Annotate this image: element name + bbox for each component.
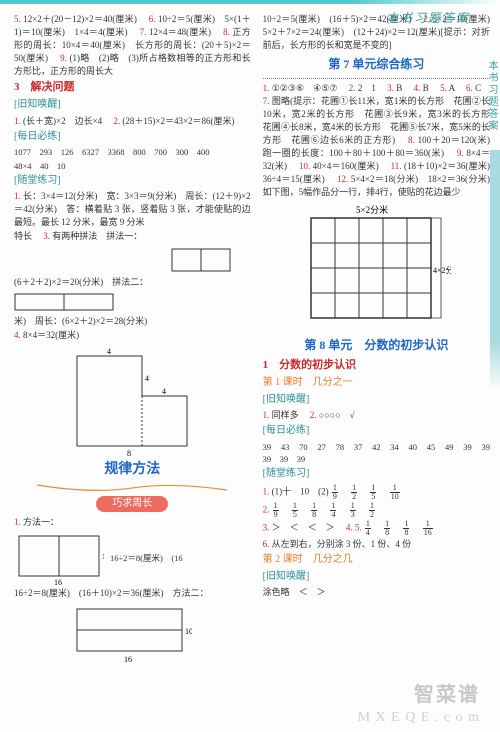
- figure-grid: 5×2分米 4×2分米: [263, 203, 490, 333]
- text: 6. 从左到右，分别涂 3 份、1 份、4 份: [263, 538, 490, 551]
- svg-text:4: 4: [162, 387, 166, 396]
- text: 16÷2＝8(厘米) (16＋10)×2＝36(厘米) 方法二：: [14, 587, 251, 600]
- side-tab: 本书习题答案: [484, 60, 498, 132]
- right-column: 10÷2＝5(厘米) (16＋5)×2＝42(厘米) 2. 5×2＝10(厘米)…: [263, 12, 490, 668]
- text: 39 43 70 27 78 37 42 34 40 45 49 39 39 3…: [263, 441, 490, 466]
- text: 1. 方法一：: [14, 516, 251, 529]
- svg-text:16: 16: [124, 655, 132, 664]
- side-band: [490, 150, 500, 390]
- text: 特长 3. 有两种拼法 拼法一：: [14, 230, 251, 243]
- grid-top-label: 5×2分米: [356, 204, 388, 215]
- section-1-title: 1 分数的初步认识: [263, 358, 490, 374]
- daily-label: [每日必练]: [263, 424, 490, 439]
- svg-text:4×2分米: 4×2分米: [433, 265, 451, 275]
- text: 1077 293 126 6327 3368 800 700 300 400: [14, 146, 251, 158]
- follow-label: [随堂练习]: [14, 174, 251, 189]
- old-tip: [旧知唤醒]: [263, 570, 490, 585]
- figure-rect-3: 10 16: [14, 531, 104, 586]
- figure-l-shape: 4 4 4 8: [14, 346, 251, 456]
- text: 米) 周长：(6×2＋2)×2＝28(分米): [14, 315, 251, 328]
- text: 1. 同样多 2. ○○○○ √: [263, 409, 490, 422]
- old-tip: [旧知唤醒]: [263, 393, 490, 408]
- lesson2-title: 第 2 课时 几分之几: [263, 553, 490, 568]
- section-3-title: 3 解决问题: [14, 80, 251, 96]
- lesson1-title: 第 1 课时 几分之一: [263, 376, 490, 391]
- page-header: 本书习题答案: [386, 10, 470, 27]
- figure-row: 10 16 16÷2＝8(厘米) (16: [14, 531, 251, 586]
- watermark-url: M X E Q E . c o m: [358, 708, 480, 728]
- unit8-title: 第 8 单元 分数的初步认识: [263, 337, 490, 354]
- rule-sub: 巧求周长: [14, 496, 251, 513]
- text: 1. (1)十 10 (2) 19 12 15 110: [263, 484, 490, 501]
- svg-text:8: 8: [127, 449, 131, 456]
- text: 1. (长＋宽)×2 边长×4 2. (28＋15)×2＝43×2＝86(厘米): [14, 115, 251, 128]
- left-column: 5. 12×2＋(20－12)×2＝40(厘米) 6. 10÷2＝5(厘米) 5…: [14, 12, 251, 668]
- figure-rect-4: 10 16: [14, 604, 251, 664]
- svg-text:10: 10: [102, 552, 104, 561]
- follow-label: [随堂练习]: [263, 467, 490, 482]
- text: 4. 8×4＝32(厘米): [14, 329, 251, 342]
- old-tip: [旧知唤醒]: [14, 98, 251, 113]
- text: 5. 12×2＋(20－12)×2＝40(厘米) 6. 10÷2＝5(厘米) 5…: [14, 13, 251, 78]
- curly-divider: [14, 482, 251, 494]
- daily-label: [每日必练]: [14, 130, 251, 145]
- figure-rect-2: [14, 293, 251, 311]
- text: 涂色略 ＜ ＞: [263, 586, 490, 599]
- text: 3. ＞ ＜ ＜ ＞ 4. 5. 14 18 18 116: [263, 520, 490, 537]
- svg-text:16: 16: [54, 578, 62, 586]
- svg-text:4: 4: [107, 347, 111, 356]
- text: (6＋2＋2)×2＝20(分米) 拼法二：: [14, 276, 251, 289]
- watermark: 智菜谱: [414, 681, 480, 710]
- text: 48×4 40 10: [14, 160, 251, 172]
- text: 2. 19 15 18 14 13 12: [263, 502, 490, 519]
- svg-text:4: 4: [145, 374, 149, 383]
- rule-title: 规律方法: [14, 460, 251, 480]
- svg-text:10: 10: [185, 627, 192, 636]
- divider: [263, 78, 490, 79]
- figure-rect-1: [14, 248, 251, 272]
- text: 1. 长：3×4＝12(分米) 宽：3×3＝9(分米) 周长：(12＋9)×2＝…: [14, 190, 251, 229]
- text: 1. ①②③⑥ ④⑤⑦ 2. 2 1 3. B 4. B 5. A 6. C 7…: [263, 82, 490, 199]
- unit7-title: 第 7 单元综合练习: [263, 56, 490, 73]
